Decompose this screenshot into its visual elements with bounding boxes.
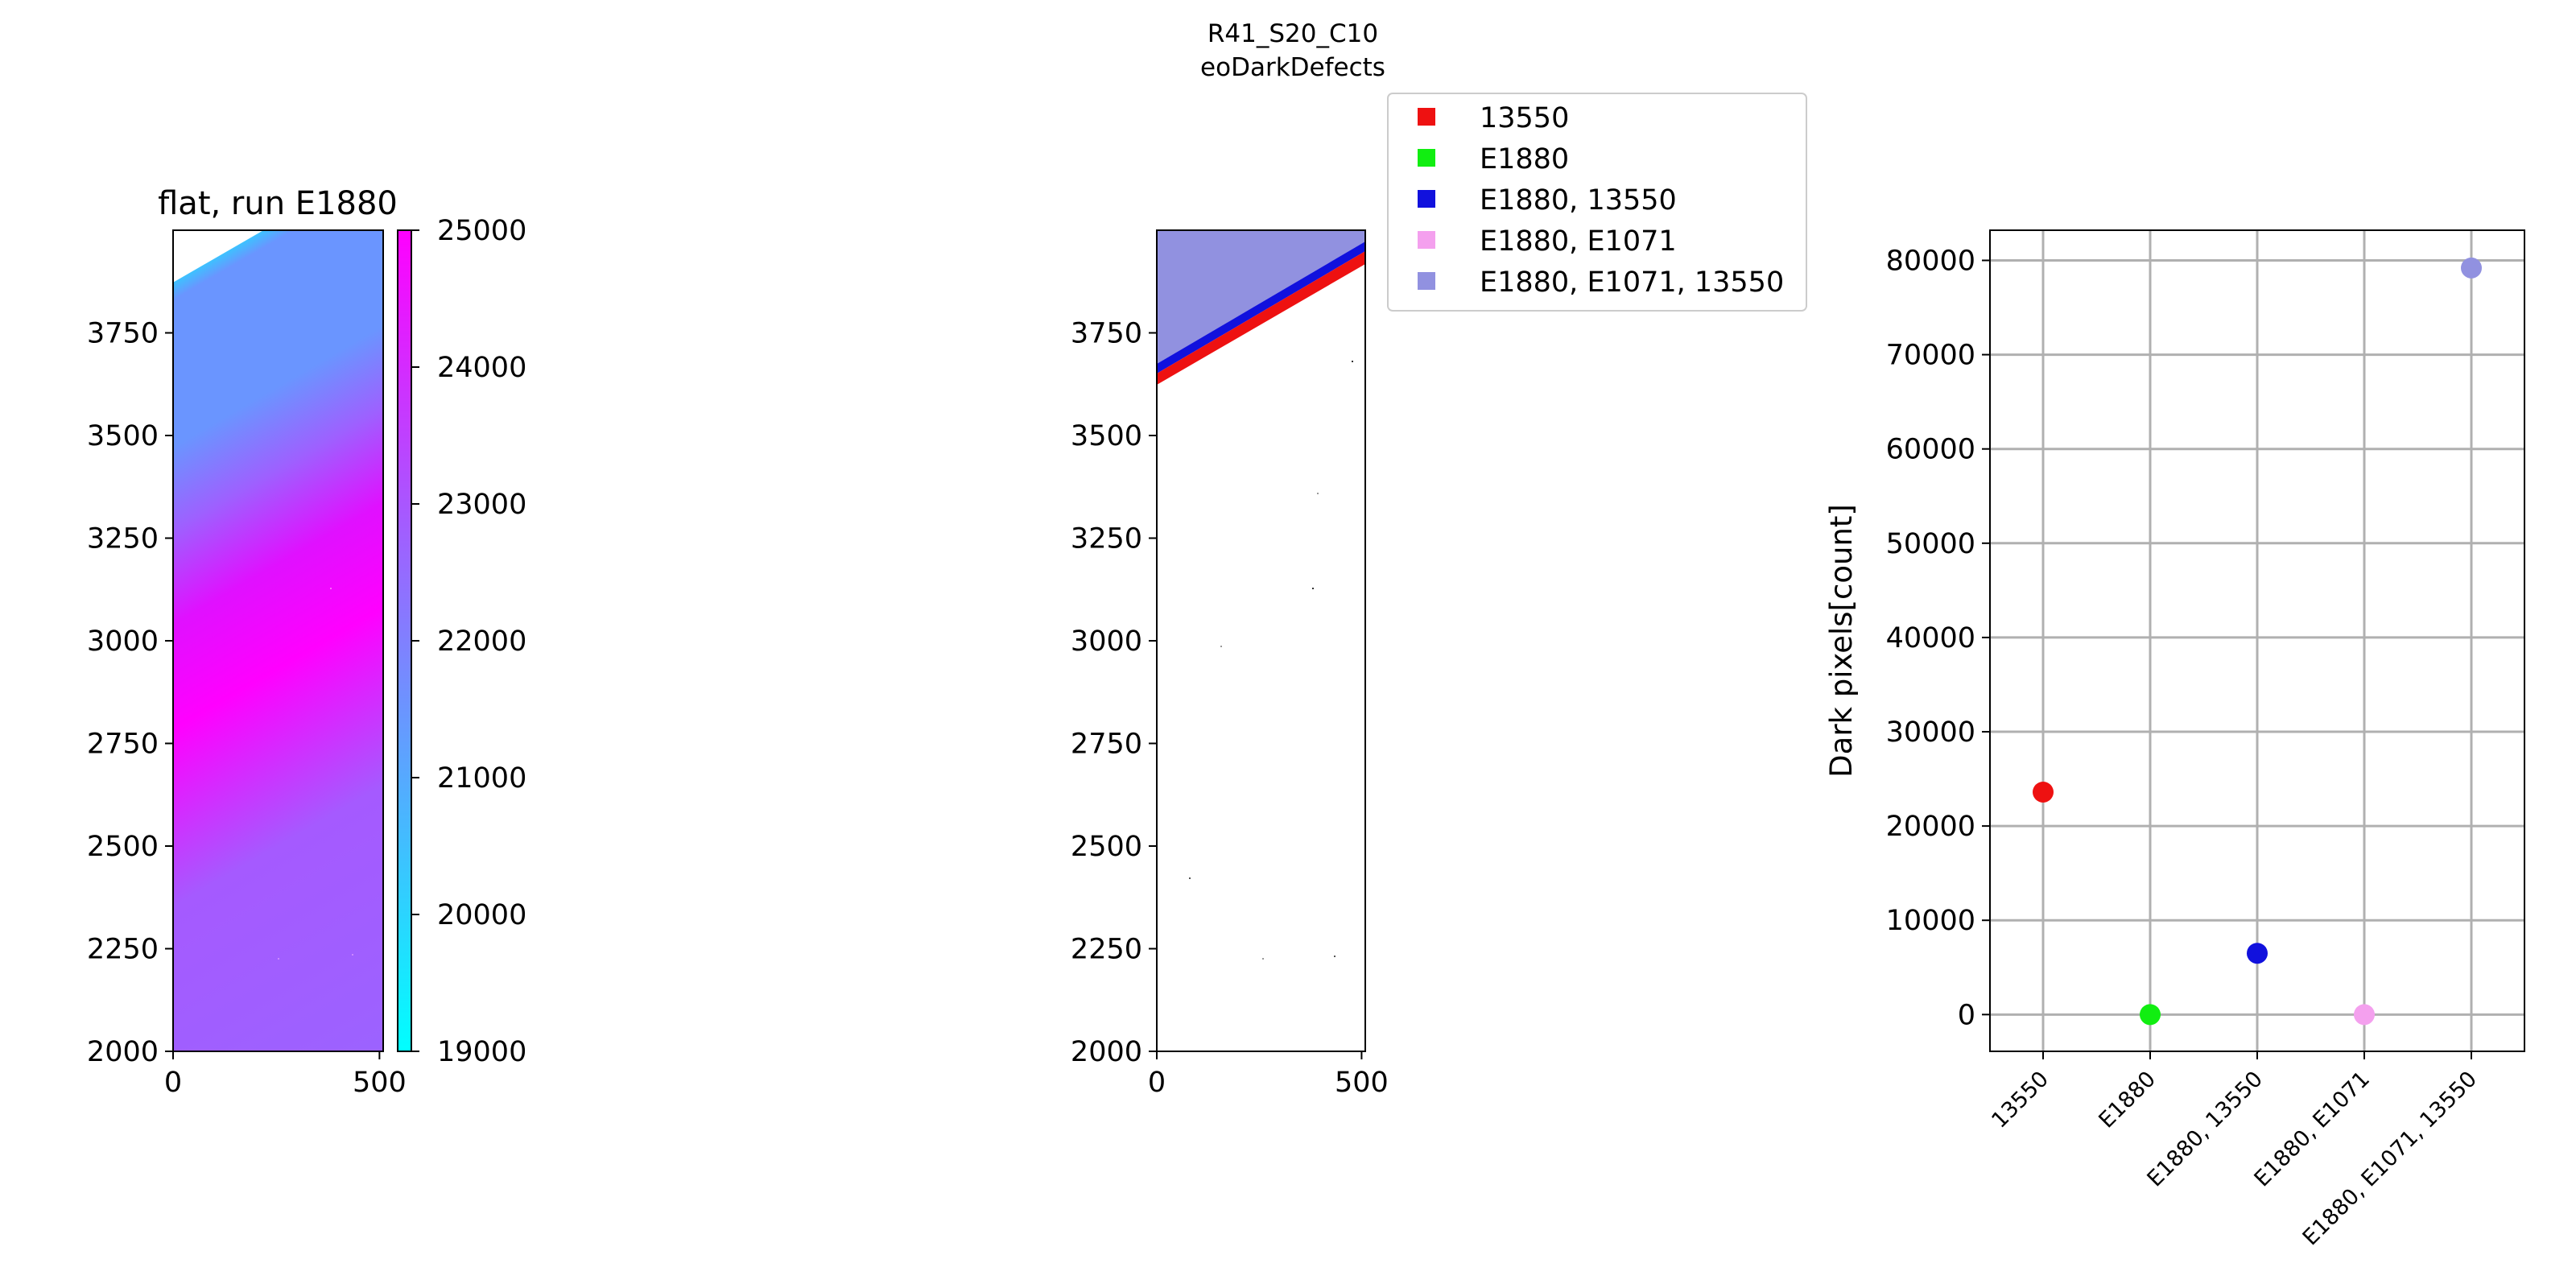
- flat-colorbar: [397, 229, 412, 1052]
- flat-image-speck: [352, 954, 353, 956]
- defects-y-tick-label: 2000: [1071, 1036, 1142, 1068]
- scatter-x-tick-label: E1880: [2094, 1067, 2161, 1133]
- legend-frame: [1387, 93, 1807, 312]
- scatter-y-tick-label: 70000: [1886, 340, 1975, 372]
- colorbar-tick-label: 25000: [437, 215, 526, 247]
- colorbar-tick-label: 22000: [437, 625, 526, 658]
- defects-y-tick-label: 3750: [1071, 318, 1142, 350]
- scatter-y-tick-label: 80000: [1886, 245, 1975, 277]
- flat-y-tick-label: 3500: [87, 420, 159, 452]
- scatter-point: [2461, 257, 2482, 279]
- scatter-point: [2354, 1004, 2375, 1026]
- scatter-y-tick-label: 0: [1958, 999, 1975, 1031]
- defects-y-tick-label: 3000: [1071, 625, 1142, 658]
- defects-legend: 13550 E1880 E1880, 13550 E1880, E1071 E1880,…: [1387, 93, 1807, 312]
- colorbar-tick-label: 21000: [437, 762, 526, 795]
- scatter-point: [2140, 1004, 2161, 1026]
- scatter-y-tick-label: 30000: [1886, 716, 1975, 749]
- defect-speck: [1312, 588, 1314, 589]
- legend-swatch: [1418, 149, 1435, 167]
- defect-speck: [1262, 958, 1264, 960]
- defects-y-tick-label: 2250: [1071, 934, 1142, 966]
- defect-speck: [1317, 493, 1319, 494]
- defects-x-tick-label: 0: [1148, 1067, 1166, 1099]
- colorbar-tick-label: 24000: [437, 352, 526, 384]
- flat-x-tick-label: 0: [164, 1067, 182, 1099]
- colorbar-tick-label: 23000: [437, 489, 526, 521]
- defects-x-axis: 0 500: [1148, 1051, 1389, 1099]
- defects-image-panel: 2000 2250 2500 2750 3000 3250 3500 3750 0 500 13…: [1071, 93, 1807, 1099]
- scatter-y-tick-label: 40000: [1886, 622, 1975, 654]
- scatter-y-tick-label: 10000: [1886, 905, 1975, 937]
- flat-x-axis: 0 500: [164, 1051, 407, 1099]
- legend-label: E1880, 13550: [1480, 184, 1677, 217]
- scatter-points: [2033, 257, 2482, 1026]
- scatter-point: [2247, 943, 2268, 964]
- defects-y-tick-label: 2750: [1071, 729, 1142, 761]
- flat-y-tick-label: 2250: [87, 934, 159, 966]
- legend-swatch: [1418, 190, 1435, 208]
- defect-speck: [1334, 956, 1335, 957]
- flat-y-tick-label: 2500: [87, 831, 159, 863]
- defect-region-e1880-e1071-13550: [1157, 230, 1365, 364]
- defect-speck: [1189, 877, 1191, 879]
- dark-pixels-scatter-panel: 0 10000 20000 30000 40000 50000 60000 70000 8000…: [1824, 229, 2525, 1250]
- defect-speck: [1220, 646, 1222, 647]
- defects-map: [1157, 230, 1365, 1051]
- legend-label: E1880, E1071, 13550: [1480, 266, 1784, 299]
- defects-y-tick-label: 3500: [1071, 420, 1142, 452]
- legend-swatch: [1418, 231, 1435, 249]
- legend-swatch: [1418, 272, 1435, 290]
- defects-y-axis: 2000 2250 2500 2750 3000 3250 3500 3750: [1071, 318, 1157, 1068]
- scatter-x-tick-label: 13550: [1987, 1067, 2054, 1133]
- colorbar-tick-label: 19000: [437, 1036, 526, 1068]
- flat-y-tick-label: 2750: [87, 729, 159, 761]
- scatter-point: [2033, 781, 2054, 803]
- figure-title-line1: R41_S20_C10: [1208, 19, 1378, 48]
- flat-y-tick-label: 2000: [87, 1036, 159, 1068]
- flat-y-tick-label: 3000: [87, 625, 159, 658]
- flat-image-speck: [330, 588, 332, 589]
- flat-y-tick-label: 3750: [87, 318, 159, 350]
- defect-region-13550: [1157, 251, 1365, 385]
- defect-region-e1880-13550: [1157, 242, 1365, 374]
- flat-panel-title: flat, run E1880: [158, 185, 398, 222]
- scatter-y-tick-label: 60000: [1886, 434, 1975, 466]
- legend-label: 13550: [1480, 102, 1569, 134]
- scatter-x-tick-label: E1880, 13550: [2142, 1067, 2267, 1191]
- colorbar-tick-label: 20000: [437, 899, 526, 931]
- legend-swatch: [1418, 108, 1435, 126]
- defects-y-tick-label: 2500: [1071, 831, 1142, 863]
- scatter-x-tick-label: E1880, E1071: [2250, 1067, 2375, 1191]
- scatter-x-tick-label: E1880, E1071, 13550: [2298, 1067, 2482, 1250]
- scatter-y-tick-label: 20000: [1886, 811, 1975, 843]
- scatter-y-axis: 0 10000 20000 30000 40000 50000 60000 70000 8000…: [1886, 245, 1990, 1031]
- flat-image-heatmap: [173, 230, 383, 1051]
- legend-label: E1880: [1480, 143, 1569, 175]
- flat-y-axis: 2000 2250 2500 2750 3000 3250 3500 3750: [87, 318, 173, 1068]
- scatter-grid: [1990, 230, 2524, 1051]
- scatter-y-tick-label: 50000: [1886, 528, 1975, 560]
- figure-title-line2: eoDarkDefects: [1200, 53, 1385, 82]
- scatter-y-axis-label: Dark pixels[count]: [1824, 504, 1859, 778]
- flat-image-panel: flat, run E1880 2000 2250 2500 2750 3000 3250…: [87, 185, 526, 1099]
- flat-x-tick-label: 500: [353, 1067, 407, 1099]
- colorbar-axis: 19000 20000 21000 22000 23000 24000 25000: [411, 215, 526, 1068]
- defects-y-tick-label: 3250: [1071, 523, 1142, 555]
- legend-label: E1880, E1071: [1480, 225, 1677, 258]
- flat-y-tick-label: 3250: [87, 523, 159, 555]
- defect-speck: [1352, 361, 1353, 362]
- flat-image-speck: [278, 958, 279, 960]
- defects-x-tick-label: 500: [1335, 1067, 1389, 1099]
